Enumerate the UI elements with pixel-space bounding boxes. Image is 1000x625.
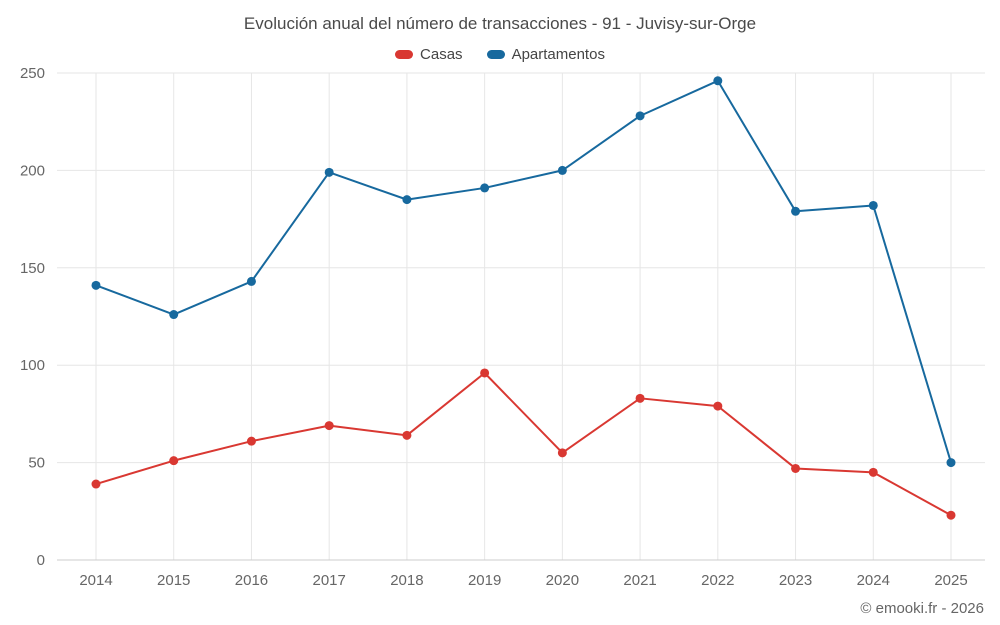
x-axis-tick-label-2019: 2019 [468, 572, 501, 589]
legend-swatch-casas [395, 50, 414, 59]
x-axis-tick-label-2024: 2024 [857, 572, 890, 589]
x-axis-tick-label-2016: 2016 [235, 572, 268, 589]
chart-footer: © emooki.fr - 2026 [860, 600, 984, 617]
data-point-casas-2023[interactable] [791, 463, 801, 473]
data-point-apartamentos-2015[interactable] [169, 310, 179, 320]
legend-item-apartamentos[interactable]: Apartamentos [486, 46, 605, 63]
data-point-casas-2017[interactable] [324, 421, 334, 431]
chart-legend: Casas Apartamentos [0, 46, 1000, 63]
x-axis-tick-label-2015: 2015 [157, 572, 190, 589]
data-point-casas-2014[interactable] [91, 479, 101, 489]
data-point-casas-2021[interactable] [635, 393, 645, 403]
y-axis-tick-label-150: 150 [20, 260, 45, 277]
data-point-apartamentos-2016[interactable] [246, 276, 256, 286]
x-axis-tick-label-2021: 2021 [623, 572, 656, 589]
legend-swatch-apartamentos [486, 50, 505, 59]
data-point-apartamentos-2024[interactable] [868, 200, 878, 210]
data-point-casas-2018[interactable] [402, 430, 412, 440]
data-point-casas-2015[interactable] [169, 456, 179, 466]
x-axis-tick-label-2023: 2023 [779, 572, 812, 589]
y-axis-tick-label-200: 200 [20, 162, 45, 179]
data-point-casas-2020[interactable] [557, 448, 567, 458]
x-axis-tick-label-2014: 2014 [79, 572, 112, 589]
data-point-casas-2022[interactable] [713, 401, 723, 411]
data-point-apartamentos-2022[interactable] [713, 76, 723, 86]
y-axis-tick-label-100: 100 [20, 357, 45, 374]
x-axis-tick-label-2017: 2017 [312, 572, 345, 589]
y-axis-tick-label-0: 0 [37, 552, 45, 569]
data-point-apartamentos-2017[interactable] [324, 167, 334, 177]
data-point-casas-2016[interactable] [246, 436, 256, 446]
data-point-casas-2019[interactable] [480, 368, 490, 378]
y-axis-tick-label-50: 50 [28, 455, 45, 472]
x-axis-tick-label-2025: 2025 [934, 572, 967, 589]
series-line-casas [95, 371, 952, 517]
y-axis-tick-label-250: 250 [20, 65, 45, 82]
data-point-apartamentos-2018[interactable] [402, 195, 412, 205]
data-point-apartamentos-2023[interactable] [791, 206, 801, 216]
x-axis-tick-label-2020: 2020 [546, 572, 579, 589]
data-point-casas-2025[interactable] [946, 510, 956, 520]
legend-label: Casas [420, 46, 463, 63]
data-point-apartamentos-2025[interactable] [946, 458, 956, 468]
x-axis-tick-label-2022: 2022 [701, 572, 734, 589]
data-point-apartamentos-2020[interactable] [557, 165, 567, 175]
data-point-apartamentos-2019[interactable] [480, 183, 490, 193]
data-point-casas-2024[interactable] [868, 467, 878, 477]
data-point-apartamentos-2021[interactable] [635, 111, 645, 121]
chart-title: Evolución anual del número de transaccio… [243, 14, 757, 33]
legend-label: Apartamentos [511, 46, 605, 63]
data-point-apartamentos-2014[interactable] [91, 280, 101, 290]
x-axis-tick-label-2018: 2018 [390, 572, 423, 589]
series-line-apartamentos [95, 79, 952, 464]
legend-item-casas[interactable]: Casas [395, 46, 463, 63]
